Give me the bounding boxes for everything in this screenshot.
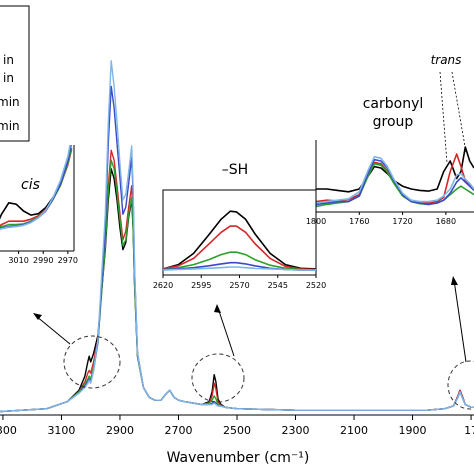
main-x-tick-labels: 3300 3100 2900 2700 2500 2300 2100 1900 17 xyxy=(0,424,474,437)
inset-carbonyl-tick-label-1800: 1800 xyxy=(306,217,326,226)
inset-cis: 3010 2990 2970 cis xyxy=(0,145,78,265)
trans-pointer-1 xyxy=(439,71,448,164)
inset-carbonyl-series xyxy=(316,146,474,208)
inset-carbonyl-series-line-4 xyxy=(316,158,474,206)
inset-carbonyl: 1800 1760 1720 1680 xyxy=(306,140,474,226)
inset-sh-series-line-2 xyxy=(163,225,316,271)
legend-entry-1: in xyxy=(3,53,14,67)
inset-carbonyl-tick-label-1680: 1680 xyxy=(436,217,456,226)
inset-sh-series xyxy=(163,210,316,271)
inset-sh-series-line-5 xyxy=(163,266,316,271)
main-x-tick-label-2900: 2900 xyxy=(106,424,134,437)
main-series-group xyxy=(0,60,474,413)
inset-sh-tick-label-2545: 2545 xyxy=(268,281,288,290)
main-x-tick-label-2100: 2100 xyxy=(340,424,368,437)
trans-pointer-2 xyxy=(451,71,467,153)
inset-carbonyl-tick-label-1760: 1760 xyxy=(349,217,369,226)
inset-cis-series-line-5 xyxy=(0,145,71,231)
arrow-cis-head xyxy=(33,313,42,320)
inset-sh-tick-label-2570: 2570 xyxy=(229,281,249,290)
legend-entry-2: in xyxy=(3,71,14,85)
main-x-tick-label-1900: 1900 xyxy=(399,424,427,437)
legend-entry-3: min xyxy=(0,95,20,109)
arrow-sh-head xyxy=(214,304,221,313)
inset-cis-annotation: cis xyxy=(21,177,40,193)
main-series-line-5 xyxy=(0,60,474,413)
inset-sh-tick-label-2620: 2620 xyxy=(153,281,173,290)
arrow-sh xyxy=(217,307,235,357)
inset-sh-annotation: –SH xyxy=(222,162,248,178)
inset-carbonyl-ticks: 1800 1760 1720 1680 xyxy=(306,212,456,226)
inset-cis-ticks: 3010 2990 2970 xyxy=(8,251,78,265)
inset-cis-series xyxy=(0,145,73,231)
legend-box xyxy=(0,5,30,142)
main-x-tick-label-17: 17 xyxy=(464,424,474,437)
legend: in in min min xyxy=(0,5,30,142)
main-x-tick-label-2500: 2500 xyxy=(223,424,251,437)
x-axis-label: Wavenumber (cm⁻¹) xyxy=(167,450,310,466)
inset-sh-tick-label-2520: 2520 xyxy=(306,281,326,290)
inset-sh: 2620 2595 2570 2545 2520 xyxy=(153,189,326,290)
inset-cis-frame xyxy=(0,145,74,251)
inset-carbonyl-annotation-2: group xyxy=(373,114,414,130)
inset-cis-tick-label-3010: 3010 xyxy=(8,256,28,265)
inset-carbonyl-annotation-3: trans xyxy=(431,53,462,67)
main-x-tick-label-2300: 2300 xyxy=(282,424,310,437)
main-x-ticks xyxy=(2,415,472,420)
main-x-tick-label-2700: 2700 xyxy=(164,424,192,437)
inset-cis-tick-label-2990: 2990 xyxy=(33,256,53,265)
zoom-circle-sh xyxy=(191,353,245,403)
inset-sh-series-line-1 xyxy=(163,210,316,270)
zoom-circle-carbonyl xyxy=(447,360,474,410)
arrow-cis xyxy=(35,315,71,345)
inset-carbonyl-series-line-5 xyxy=(316,156,474,204)
legend-entry-4: min xyxy=(0,119,20,133)
inset-cis-tick-label-2970: 2970 xyxy=(58,256,78,265)
zoom-circle-cis xyxy=(63,335,121,389)
inset-sh-ticks: 2620 2595 2570 2545 2520 xyxy=(153,275,326,290)
inset-sh-tick-label-2595: 2595 xyxy=(191,281,211,290)
arrow-carbonyl xyxy=(453,279,467,363)
main-x-tick-label-3100: 3100 xyxy=(47,424,75,437)
inset-sh-series-line-3 xyxy=(163,251,316,271)
inset-carbonyl-annotation-1: carbonyl xyxy=(363,96,424,112)
arrow-carbonyl-head xyxy=(451,276,458,285)
inset-carbonyl-tick-label-1720: 1720 xyxy=(392,217,412,226)
main-x-tick-label-3300: 3300 xyxy=(0,424,17,437)
